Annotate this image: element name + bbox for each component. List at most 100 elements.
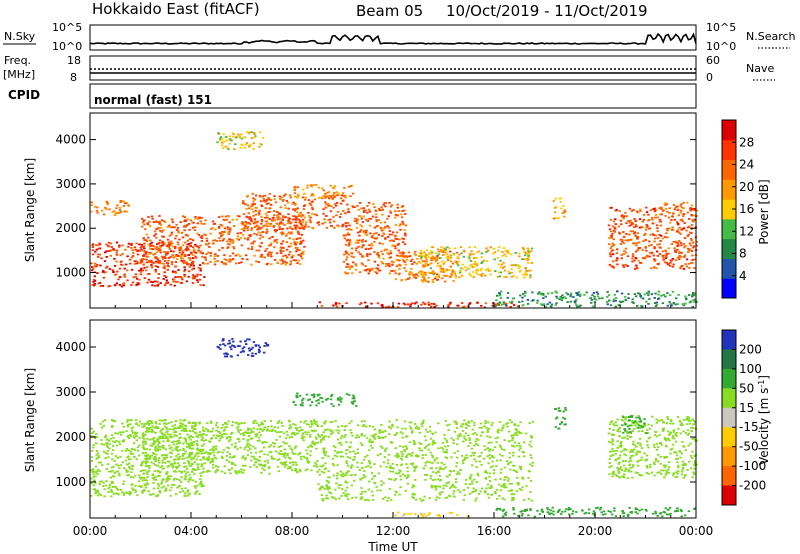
velocity-cell — [154, 432, 157, 434]
velocity-cell — [479, 434, 483, 437]
velocity-cell — [290, 436, 294, 438]
velocity-cell — [184, 425, 188, 427]
power-cell — [510, 302, 513, 304]
nave-tick-top: 60 — [706, 54, 720, 67]
power-cell — [396, 306, 400, 308]
power-cell — [686, 201, 689, 204]
power-cell — [612, 260, 615, 263]
power-cell — [231, 252, 235, 255]
power-cell — [184, 220, 188, 222]
power-cell — [687, 262, 691, 265]
power-cell — [426, 255, 430, 257]
power-cell — [359, 303, 362, 306]
power-cell — [656, 250, 659, 253]
power-cell — [667, 227, 671, 230]
velocity-cell — [137, 474, 141, 477]
power-cell — [335, 302, 338, 305]
velocity-cell — [93, 437, 97, 440]
power-cell — [433, 306, 436, 308]
power-cell — [257, 261, 261, 263]
power-cell — [182, 260, 186, 263]
power-cell — [317, 186, 321, 189]
power-cell — [288, 194, 292, 197]
velocity-cell — [404, 445, 408, 447]
power-cell — [666, 236, 669, 239]
power-cell — [502, 303, 505, 305]
velocity-cell — [450, 437, 453, 440]
power-cell — [654, 209, 657, 212]
power-cell — [373, 260, 377, 263]
power-cell — [613, 226, 616, 229]
velocity-cell — [316, 441, 319, 444]
velocity-cell — [246, 454, 250, 456]
power-cell — [379, 227, 383, 229]
velocity-cell — [168, 444, 171, 447]
velocity-cell — [115, 492, 118, 495]
power-cell — [333, 192, 336, 194]
power-cell — [439, 264, 442, 267]
velocity-cell — [282, 455, 286, 458]
velocity-cell — [340, 435, 344, 437]
velocity-cell — [300, 458, 303, 461]
velocity-cell — [186, 456, 189, 459]
power-cell — [623, 235, 626, 238]
power-cell — [253, 218, 257, 221]
power-cell — [445, 268, 448, 271]
velocity-cell — [231, 456, 234, 459]
velocity-cell — [141, 477, 144, 479]
power-cell — [384, 262, 388, 265]
power-cell — [197, 217, 200, 220]
velocity-cell — [379, 445, 383, 448]
power-cell — [315, 184, 318, 186]
power-cell — [349, 240, 352, 243]
velocity-cell — [508, 419, 512, 421]
power-cell — [690, 232, 693, 234]
power-cell — [256, 228, 259, 231]
power-cell — [649, 209, 653, 212]
power-cell — [282, 250, 285, 253]
power-cell — [669, 294, 672, 297]
velocity-cell — [263, 426, 266, 429]
velocity-cell — [201, 471, 204, 474]
power-cell — [296, 211, 299, 214]
power-cell — [121, 244, 124, 247]
velocity-cell — [126, 419, 129, 421]
velocity-cell — [417, 427, 421, 429]
power-cell — [430, 250, 433, 253]
power-cell — [168, 248, 172, 250]
velocity-cell — [167, 475, 170, 478]
velocity-cell — [204, 451, 208, 453]
power-cell — [294, 259, 298, 262]
power-cell — [306, 184, 309, 187]
power-cell — [497, 249, 500, 252]
power-cell — [654, 216, 657, 219]
velocity-cell — [90, 469, 93, 471]
power-cell — [92, 278, 96, 281]
velocity-cell — [494, 492, 497, 495]
velocity-cell — [183, 457, 186, 460]
power-cell — [496, 275, 500, 278]
power-cell — [510, 275, 514, 278]
velocity-cell — [188, 455, 191, 457]
power-cell — [230, 259, 233, 261]
power-cell — [401, 210, 404, 212]
velocity-cell — [305, 423, 309, 426]
power-cell — [244, 221, 247, 223]
velocity-cell — [211, 427, 215, 430]
power-cell — [613, 229, 616, 232]
power-cell — [652, 208, 655, 210]
power-cell — [373, 206, 376, 209]
power-cell — [218, 237, 221, 239]
velocity-cell — [522, 441, 526, 444]
velocity-cell — [159, 430, 162, 433]
power-cell — [673, 218, 677, 221]
velocity-cell — [475, 466, 478, 468]
velocity-cell — [102, 450, 106, 453]
power-cell — [357, 251, 360, 254]
power-cell — [254, 226, 257, 228]
power-cell — [165, 282, 168, 284]
power-cell — [236, 235, 240, 238]
velocity-cell — [343, 494, 346, 497]
power-cell — [105, 256, 108, 258]
power-cell — [595, 298, 598, 301]
